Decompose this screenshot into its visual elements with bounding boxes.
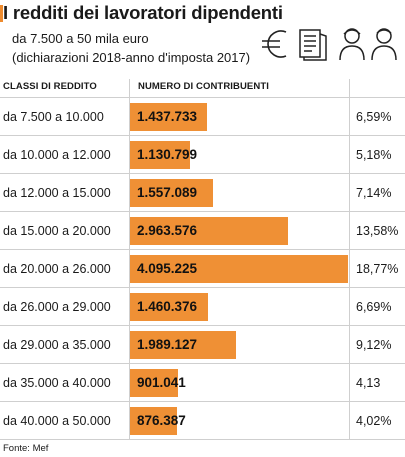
table-row: da 15.000 a 20.000 2.963.576 13,58% xyxy=(0,211,405,250)
chart-header: I redditi dei lavoratori dipendenti da 7… xyxy=(0,0,405,76)
category-label: da 12.000 a 15.000 xyxy=(3,186,111,200)
table-row: da 20.000 a 26.000 4.095.225 18,77% xyxy=(0,249,405,288)
bar xyxy=(130,179,213,207)
table-row: da 40.000 a 50.000 876.387 4,02% xyxy=(0,401,405,440)
bar-value-label: 1.989.127 xyxy=(137,337,198,352)
bar xyxy=(130,103,207,131)
header-icons xyxy=(262,28,397,61)
column-header-taxpayers: NUMERO DI CONTRIBUENTI xyxy=(138,81,269,92)
percentage-label: 13,58% xyxy=(356,224,399,238)
bar-value-label: 1.460.376 xyxy=(137,299,198,314)
table-row: da 7.500 a 10.000 1.437.733 6,59% xyxy=(0,97,405,136)
bar-value-label: 1.557.089 xyxy=(137,185,198,200)
percentage-label: 5,18% xyxy=(356,148,392,162)
bar-value-label: 4.095.225 xyxy=(137,261,198,276)
title-accent-bar xyxy=(0,5,3,22)
percentage-label: 18,77% xyxy=(356,262,399,276)
table-row: da 35.000 a 40.000 901.041 4,13 xyxy=(0,363,405,402)
bar-table: da 7.500 a 10.000 1.437.733 6,59% da 10.000… xyxy=(0,79,405,440)
column-header-income-class: CLASSI DI REDDITO xyxy=(3,81,97,92)
table-bottom-rule xyxy=(0,439,405,440)
percentage-label: 4,02% xyxy=(356,414,392,428)
divider-percentage-column xyxy=(349,79,350,439)
category-label: da 15.000 a 20.000 xyxy=(3,224,111,238)
bar xyxy=(130,141,190,169)
bar xyxy=(130,293,208,321)
source-note: Fonte: Mef xyxy=(3,443,49,454)
percentage-label: 6,59% xyxy=(356,110,392,124)
category-label: da 7.500 a 10.000 xyxy=(3,110,104,124)
category-label: da 26.000 a 29.000 xyxy=(3,300,111,314)
chart-title: I redditi dei lavoratori dipendenti xyxy=(3,2,283,23)
woman-icon xyxy=(339,28,365,61)
chart-subtitle-range: da 7.500 a 50 mila euro xyxy=(12,31,149,46)
document-icon xyxy=(299,29,327,61)
bar-value-label: 1.130.799 xyxy=(137,147,198,162)
euro-icon xyxy=(262,30,287,58)
bar xyxy=(130,407,177,435)
table-row: da 12.000 a 15.000 1.557.089 7,14% xyxy=(0,173,405,212)
bar xyxy=(130,331,236,359)
bar xyxy=(130,255,348,283)
category-label: da 40.000 a 50.000 xyxy=(3,414,111,428)
bar-value-label: 876.387 xyxy=(137,413,186,428)
bar xyxy=(130,217,288,245)
category-label: da 20.000 a 26.000 xyxy=(3,262,111,276)
bar xyxy=(130,369,178,397)
category-label: da 29.000 a 35.000 xyxy=(3,338,111,352)
man-icon xyxy=(371,28,397,61)
percentage-label: 7,14% xyxy=(356,186,392,200)
percentage-label: 6,69% xyxy=(356,300,392,314)
percentage-label: 4,13 xyxy=(356,376,381,390)
divider-label-column xyxy=(129,79,130,439)
category-label: da 10.000 a 12.000 xyxy=(3,148,111,162)
bar-value-label: 2.963.576 xyxy=(137,223,198,238)
bar-value-label: 901.041 xyxy=(137,375,186,390)
chart-subtitle-period: (dichiarazioni 2018-anno d'imposta 2017) xyxy=(12,50,251,65)
percentage-label: 9,12% xyxy=(356,338,392,352)
table-row: da 29.000 a 35.000 1.989.127 9,12% xyxy=(0,325,405,364)
table-row: da 26.000 a 29.000 1.460.376 6,69% xyxy=(0,287,405,326)
bar-value-label: 1.437.733 xyxy=(137,109,198,124)
table-row: da 10.000 a 12.000 1.130.799 5,18% xyxy=(0,135,405,174)
category-label: da 35.000 a 40.000 xyxy=(3,376,111,390)
